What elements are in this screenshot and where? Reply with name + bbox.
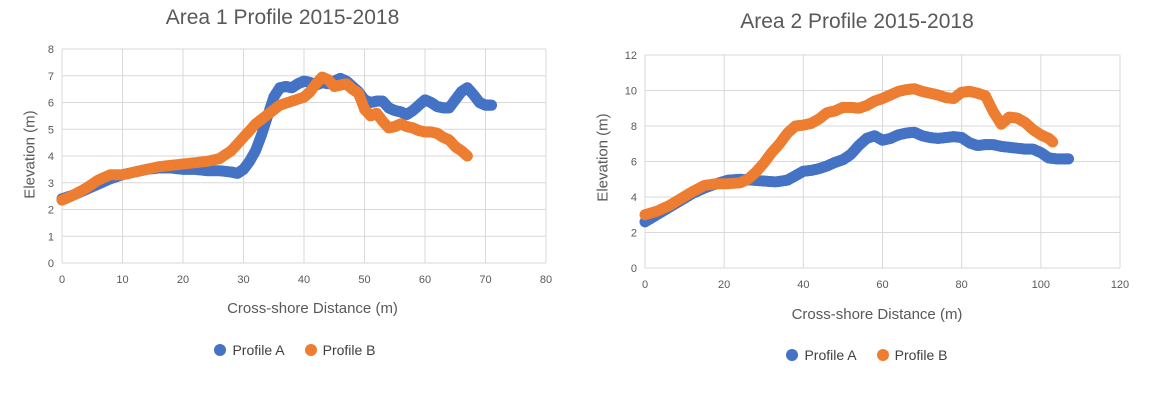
x-tick-label: 0 — [642, 279, 648, 291]
y-tick-label: 1 — [48, 231, 54, 243]
y-tick-label: 0 — [631, 263, 637, 275]
y-tick-label: 4 — [631, 192, 637, 204]
y-tick-label: 2 — [48, 205, 54, 217]
y-tick-label: 6 — [631, 157, 637, 169]
x-axis-title: Cross-shore Distance (m) — [791, 306, 963, 323]
x-tick-label: 10 — [116, 274, 128, 286]
y-axis-title: Elevation (m) — [594, 113, 612, 202]
legend-item-profile-a: Profile A — [214, 342, 285, 358]
legend: Profile A Profile B — [0, 342, 575, 358]
x-tick-label: 100 — [1032, 279, 1050, 291]
y-axis-title: Elevation (m) — [21, 110, 39, 199]
x-tick-label: 60 — [876, 279, 888, 291]
legend-label: Profile A — [232, 342, 285, 358]
x-tick-label: 40 — [797, 279, 809, 291]
chart-title: Area 1 Profile 2015-2018 — [165, 6, 400, 29]
data-point — [461, 150, 473, 162]
chart-panel-area-2: Area 2 Profile 2015-2018 0 2 4 6 8 10 12 0 20 40 6… — [577, 0, 1157, 385]
x-tick-label: 120 — [1111, 279, 1129, 291]
legend-marker-profile-b — [876, 349, 889, 361]
data-point — [486, 99, 498, 111]
y-tick-label: 12 — [625, 50, 637, 62]
series-profile-a — [639, 126, 1075, 228]
legend-marker-profile-b — [304, 344, 317, 356]
chart-title: Area 2 Profile 2015-2018 — [740, 10, 974, 33]
series-profile-b — [56, 71, 473, 206]
x-tick-label: 80 — [956, 279, 968, 291]
y-tick-label: 8 — [631, 121, 637, 133]
y-tick-label: 2 — [631, 228, 637, 240]
x-tick-label: 50 — [358, 274, 370, 286]
y-tick-label: 10 — [625, 86, 637, 98]
y-tick-label: 4 — [48, 151, 54, 163]
legend-label: Profile A — [804, 347, 857, 363]
y-tick-label: 5 — [48, 124, 54, 136]
legend: Profile A Profile B — [577, 347, 1157, 363]
legend-item-profile-b: Profile B — [304, 342, 376, 358]
x-tick-label: 0 — [59, 274, 65, 286]
x-axis-title: Cross-shore Distance (m) — [227, 300, 398, 317]
legend-label: Profile B — [322, 342, 376, 358]
x-tick-label: 80 — [540, 274, 552, 286]
legend-marker-profile-a — [214, 344, 227, 356]
x-tick-label: 60 — [419, 274, 431, 286]
x-tick-label: 40 — [298, 274, 310, 286]
legend-item-profile-a: Profile A — [786, 347, 857, 363]
x-tick-label: 20 — [177, 274, 189, 286]
y-tick-label: 0 — [48, 258, 54, 270]
y-tick-label: 3 — [48, 178, 54, 190]
chart-panel-area-1: Area 1 Profile 2015-2018 0 1 2 3 4 5 6 7 8 0 10 20 3… — [0, 0, 575, 385]
legend-marker-profile-a — [786, 349, 799, 361]
x-tick-label: 70 — [479, 274, 491, 286]
y-tick-label: 7 — [48, 71, 54, 83]
x-tick-label: 20 — [718, 279, 730, 291]
legend-item-profile-b: Profile B — [876, 347, 948, 363]
x-tick-label: 30 — [237, 274, 249, 286]
data-point — [1047, 136, 1059, 148]
data-point — [1063, 153, 1075, 165]
y-tick-label: 6 — [48, 98, 54, 110]
series-profile-b — [639, 83, 1059, 221]
legend-label: Profile B — [894, 347, 948, 363]
y-tick-label: 8 — [48, 44, 54, 56]
